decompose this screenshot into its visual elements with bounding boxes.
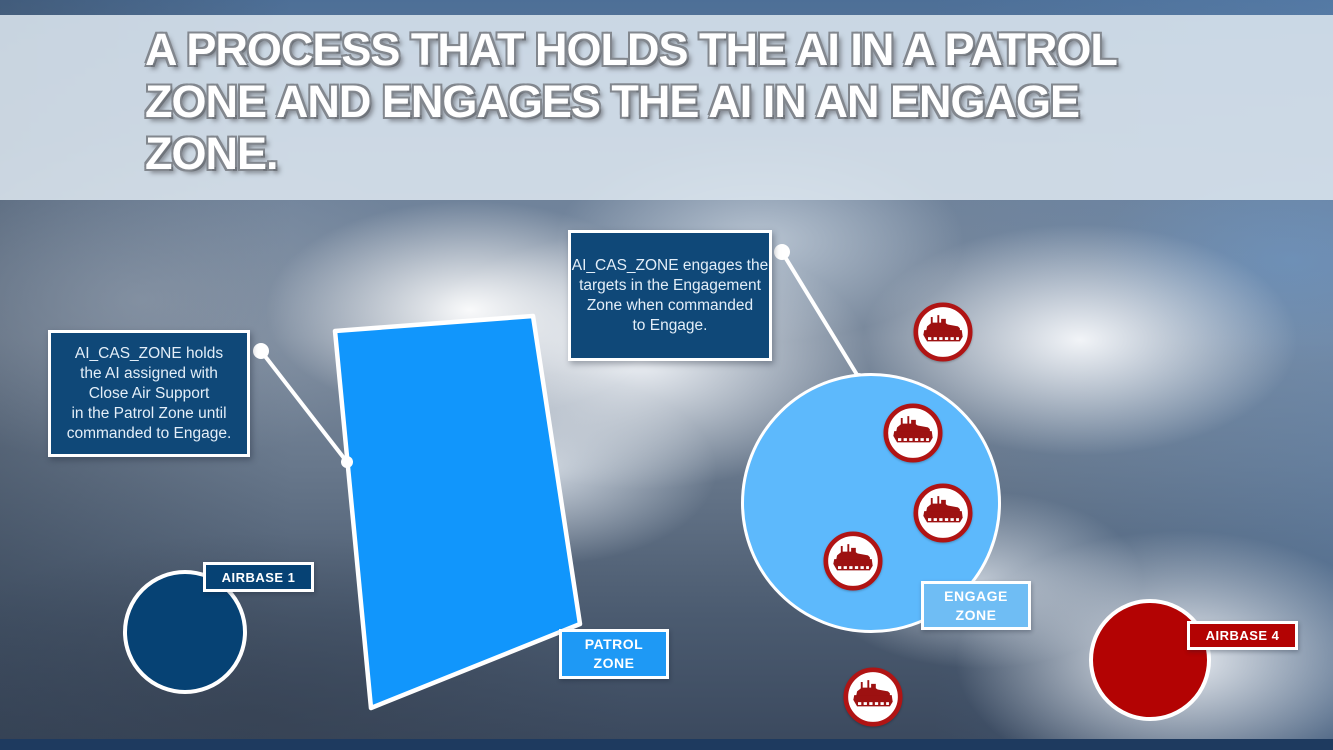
engage-zone-label[interactable]: ENGAGE ZONE [921,581,1031,630]
tank-icon[interactable] [843,667,903,727]
tank-icon[interactable] [883,403,943,463]
patrol-zone-label[interactable]: PATROL ZONE [559,629,669,679]
tank-icon[interactable] [913,483,973,543]
callout-line: in the Patrol Zone until [71,404,227,422]
title-banner [0,15,1333,200]
callout-line: AI_CAS_ZONE holds [74,344,224,362]
patrol-zone-label-text: ZONE [593,655,635,671]
bottom-bar [0,739,1333,750]
title-line: A PROCESS THAT HOLDS THE AI IN A PATROL [145,24,1118,75]
airbase-1-label-text: AIRBASE 1 [221,569,296,585]
callout-line: AI_CAS_ZONE engages the [571,256,769,274]
title-line: ZONE AND ENGAGES THE AI IN AN ENGAGE [145,76,1080,127]
title-line: ZONE. [145,128,279,179]
patrol-zone-label-text: PATROL [584,636,644,652]
callout-line: targets in the Engagement [579,276,761,294]
airbase-4-label[interactable]: AIRBASE 4 [1187,621,1298,650]
callout-line: Zone when commanded [586,296,754,314]
patrol-callout-connector [253,343,353,468]
patrol-hold-callout: AI_CAS_ZONE holds the AI assigned with C… [48,330,250,457]
tank-icon[interactable] [823,531,883,591]
engage-zone-label-text: ZONE [955,606,997,623]
engage-command-callout: AI_CAS_ZONE engages the targets in the E… [568,230,772,361]
airbase-4-label-text: AIRBASE 4 [1205,628,1280,643]
callout-line: Close Air Support [88,384,210,402]
airbase-1-label[interactable]: AIRBASE 1 [203,562,314,592]
airbase-4-shape[interactable] [1089,599,1211,721]
tank-icon[interactable] [913,302,973,362]
engage-callout-connector [774,244,864,383]
engage-zone-label-text: ENGAGE [944,587,1008,604]
patrol-zone-shape[interactable] [332,313,583,711]
callout-line: the AI assigned with [80,364,218,382]
slide-title: A PROCESS THAT HOLDS THE AI IN A PATROL … [145,24,1118,180]
callout-line: to Engage. [632,316,708,334]
callout-line: commanded to Engage. [66,424,232,442]
